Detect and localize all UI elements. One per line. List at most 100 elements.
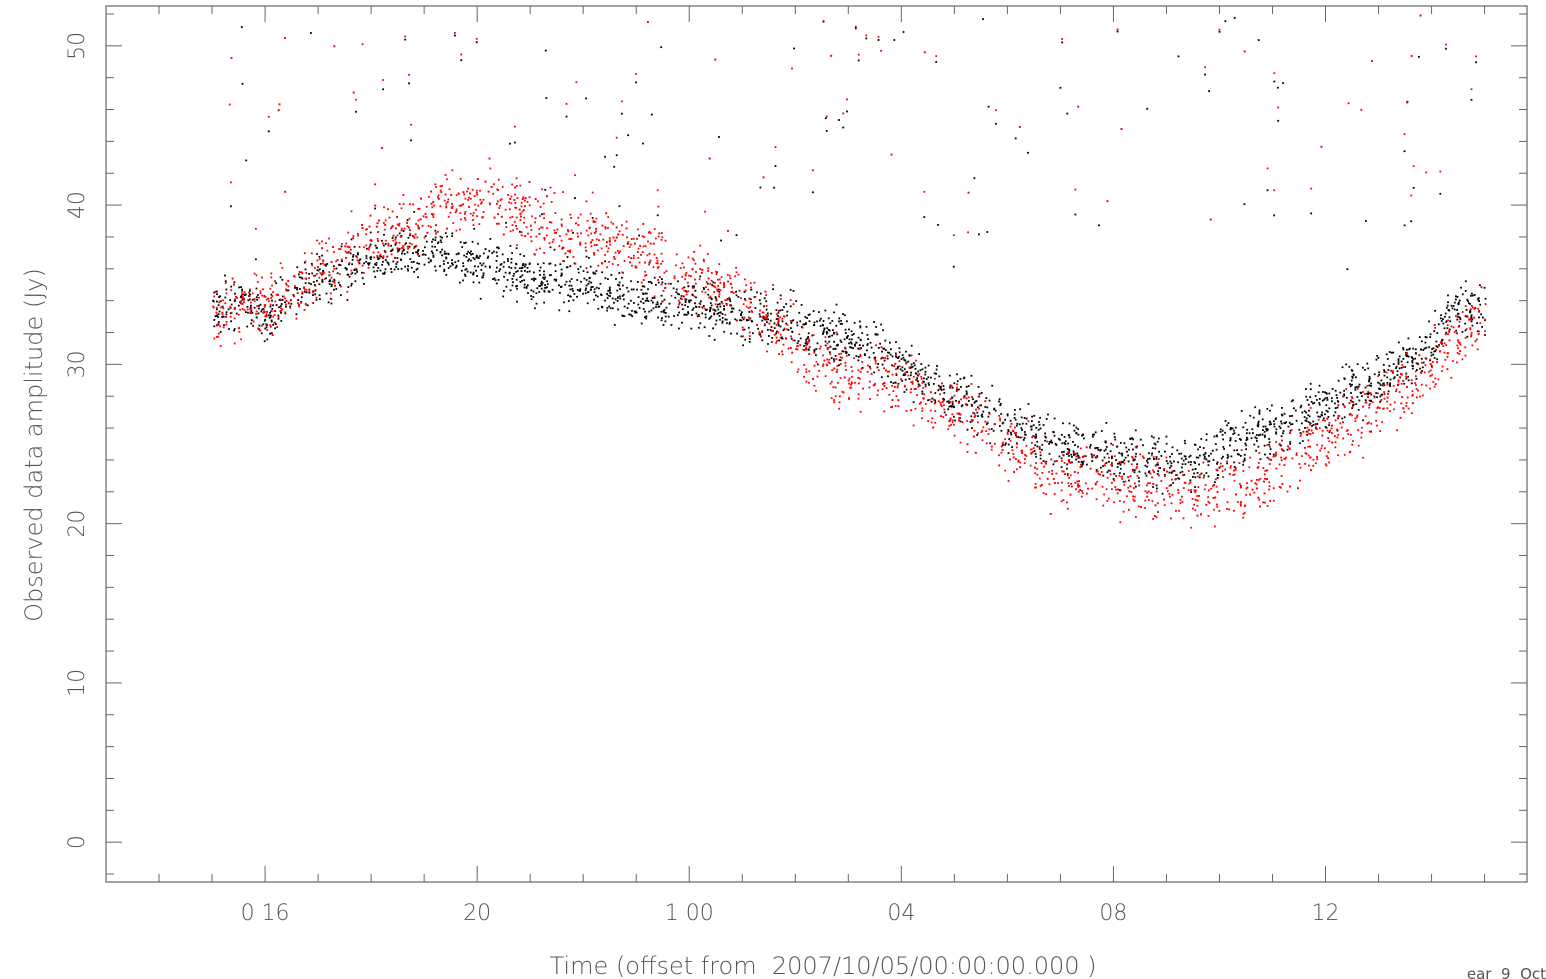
data-point: [661, 260, 664, 263]
data-point: [284, 312, 287, 315]
data-point: [713, 291, 715, 293]
data-point: [1060, 434, 1063, 436]
data-point: [1375, 419, 1377, 422]
data-point: [749, 306, 752, 308]
data-point: [534, 253, 536, 256]
data-point: [725, 304, 728, 306]
data-point: [1178, 452, 1181, 455]
data-point: [805, 368, 808, 371]
data-point: [1034, 444, 1037, 447]
data-point: [621, 276, 623, 279]
data-point: [316, 269, 319, 271]
data-point: [883, 382, 886, 385]
data-point: [1269, 445, 1271, 448]
data-point: [710, 298, 713, 300]
data-point: [1320, 413, 1323, 416]
data-point: [1397, 380, 1400, 383]
data-point: [356, 256, 359, 259]
data-point: [876, 394, 879, 396]
data-point: [1064, 443, 1067, 445]
data-point: [982, 426, 985, 429]
data-point: [512, 229, 514, 232]
data-point: [381, 239, 383, 242]
data-point: [1020, 436, 1023, 439]
data-point: [627, 241, 630, 243]
data-point: [1019, 436, 1022, 439]
data-point: [1383, 374, 1386, 377]
data-point: [1025, 444, 1028, 447]
data-point: [1097, 473, 1100, 475]
data-point: [225, 323, 228, 326]
data-point: [709, 310, 711, 313]
data-point: [1039, 457, 1042, 460]
data-point: [859, 325, 862, 328]
data-point: [1118, 462, 1121, 465]
data-point: [248, 291, 250, 294]
data-point: [1355, 376, 1357, 379]
data-point: [718, 136, 720, 138]
data-point: [233, 329, 235, 332]
data-point: [805, 340, 808, 343]
data-point: [1430, 351, 1433, 354]
data-point: [1263, 436, 1266, 438]
data-point: [759, 292, 762, 295]
data-point: [831, 369, 834, 371]
data-point: [446, 178, 448, 181]
data-point: [272, 315, 275, 318]
data-point: [528, 204, 531, 207]
data-point: [431, 206, 434, 209]
data-point: [507, 260, 509, 262]
data-point: [1178, 509, 1180, 512]
data-point: [924, 370, 927, 373]
data-point: [848, 354, 850, 356]
data-point: [1141, 455, 1144, 458]
data-point: [850, 330, 853, 333]
data-point: [1321, 444, 1323, 447]
data-point: [981, 413, 984, 416]
data-point: [1066, 507, 1069, 510]
data-point: [959, 420, 962, 423]
data-point: [457, 252, 460, 255]
data-point: [835, 331, 838, 334]
data-point: [903, 391, 906, 393]
data-point: [918, 384, 921, 387]
data-point: [1103, 493, 1105, 496]
data-point: [1291, 415, 1293, 417]
data-point: [1234, 440, 1237, 442]
data-point: [815, 348, 818, 350]
data-point: [564, 252, 567, 255]
data-point: [748, 297, 751, 300]
data-point: [948, 386, 951, 388]
data-point: [898, 351, 901, 354]
data-point: [523, 216, 526, 219]
data-point: [1398, 391, 1401, 393]
data-point: [1262, 425, 1265, 428]
data-point: [511, 183, 513, 186]
data-point: [854, 25, 857, 28]
data-point: [367, 263, 370, 266]
data-point: [509, 198, 512, 200]
data-point: [1421, 394, 1424, 397]
data-point: [1447, 301, 1449, 304]
data-point: [449, 265, 452, 268]
data-point: [690, 327, 693, 330]
data-point: [1093, 433, 1095, 436]
data-point: [1095, 447, 1098, 449]
data-point: [591, 239, 594, 241]
data-point: [861, 332, 864, 334]
data-point: [341, 243, 343, 245]
data-point: [901, 369, 904, 372]
data-point: [1308, 415, 1311, 418]
data-point: [233, 342, 236, 345]
data-point: [995, 109, 997, 112]
data-point: [995, 122, 997, 125]
data-point: [1287, 425, 1290, 428]
data-point: [629, 313, 632, 316]
data-point: [1183, 481, 1186, 484]
data-point: [802, 348, 805, 351]
data-point: [507, 258, 509, 260]
data-point: [921, 410, 924, 412]
data-point: [373, 256, 376, 259]
data-point: [601, 306, 604, 309]
data-point: [1242, 463, 1244, 466]
